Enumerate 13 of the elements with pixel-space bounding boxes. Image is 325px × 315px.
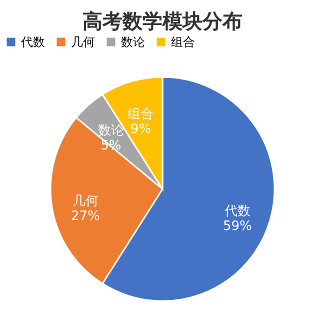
data-label: 5% <box>100 138 122 154</box>
slice-label: 几何 <box>72 194 98 210</box>
slice-label: 组合 <box>128 107 154 122</box>
legend-label: 组合 <box>171 35 195 49</box>
legend-label: 几何 <box>71 35 95 49</box>
legend-label: 代数 <box>20 35 45 49</box>
data-label: 59% <box>222 218 252 234</box>
chart-title: 高考数学模块分布 <box>82 9 242 33</box>
slice-label: 代数 <box>223 204 250 219</box>
legend-label: 数论 <box>121 35 145 49</box>
data-label: 27% <box>71 209 100 224</box>
slice-label: 数论 <box>98 123 124 138</box>
data-label: 9% <box>130 122 152 138</box>
